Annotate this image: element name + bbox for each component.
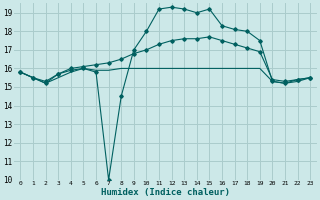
X-axis label: Humidex (Indice chaleur): Humidex (Indice chaleur) <box>101 188 230 197</box>
